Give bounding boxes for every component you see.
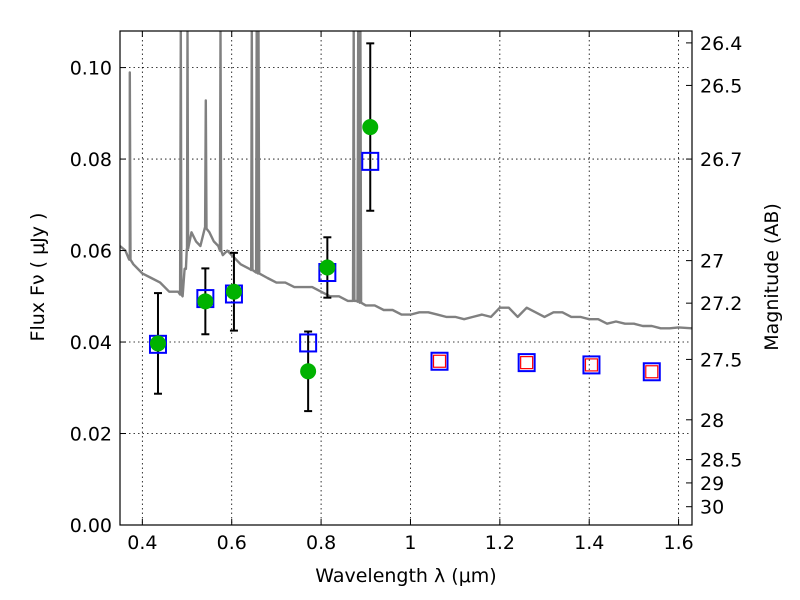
y-tick-label: 0.10	[70, 58, 112, 80]
x-tick-label: 1.2	[485, 532, 515, 554]
x-tick-label: 0.4	[127, 532, 157, 554]
y-right-tick-label: 26.7	[700, 149, 742, 171]
observed-point	[300, 363, 317, 380]
y-tick-label: 0.08	[70, 149, 112, 171]
y-right-tick-label: 27	[700, 251, 724, 273]
model-square	[430, 351, 449, 371]
observed-point	[362, 119, 379, 136]
model-square	[517, 353, 536, 373]
x-tick-label: 1.6	[663, 532, 693, 554]
y-tick-label: 0.04	[70, 332, 112, 354]
y-right-tick-label: 28	[700, 410, 724, 432]
observed-point	[319, 259, 336, 276]
model-square-nir	[432, 354, 447, 368]
spectrum-line	[120, 31, 692, 330]
observed-point	[225, 283, 242, 300]
y-tick-label: 0.00	[70, 515, 112, 537]
photometry-points	[148, 42, 661, 413]
y-right-tick-label: 30	[700, 497, 724, 519]
y-tick-label: 0.02	[70, 424, 112, 446]
observed-point	[197, 293, 214, 310]
y-right-tick-label: 27.2	[700, 293, 742, 315]
model-spectrum	[120, 31, 692, 330]
model-square-nir	[645, 365, 659, 379]
y-tick-label: 0.06	[70, 241, 112, 263]
grid	[120, 31, 692, 525]
y-right-axis-label: Magnitude (AB)	[761, 203, 783, 351]
axis-ticks: 0.4 0.6 0.8 1 1.2 1.4 1.6 0.00 0.02 0.04 0.06 0.08 0…	[70, 31, 742, 554]
y-right-tick-label: 26.5	[700, 75, 742, 97]
y-right-tick-label: 28.5	[700, 450, 742, 472]
x-axis-label: Wavelength λ (μm)	[315, 565, 496, 587]
x-tick-label: 1	[404, 532, 416, 554]
x-tick-label: 0.6	[217, 532, 247, 554]
plot-frame	[119, 30, 693, 526]
x-tick-label: 1.4	[574, 532, 604, 554]
model-square-nir	[584, 358, 599, 372]
model-square	[361, 151, 380, 171]
x-tick-label: 0.8	[306, 532, 336, 554]
y-right-tick-label: 27.5	[700, 349, 742, 371]
model-square	[642, 362, 661, 382]
y-axis-label: Flux Fν ( μJy )	[27, 213, 49, 342]
observed-point	[149, 335, 166, 352]
model-square	[582, 355, 601, 375]
y-right-tick-label: 29	[700, 473, 724, 495]
model-square	[299, 333, 318, 353]
model-square-nir	[520, 356, 534, 370]
y-right-tick-label: 26.4	[700, 33, 742, 55]
